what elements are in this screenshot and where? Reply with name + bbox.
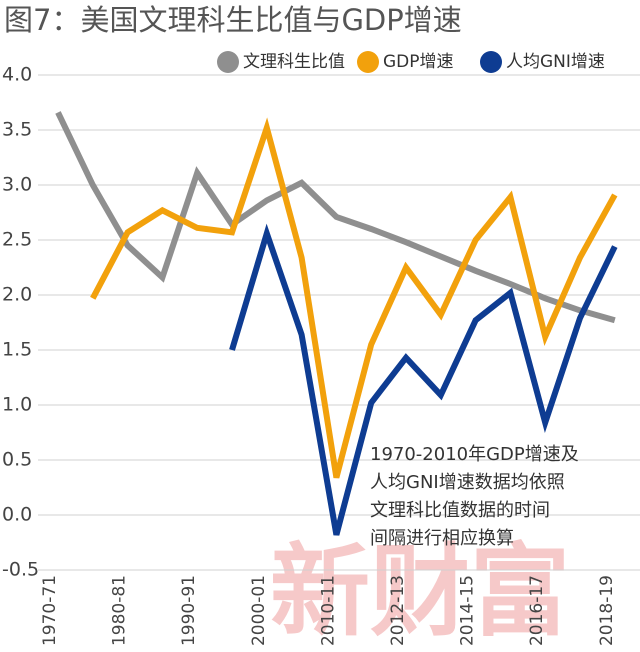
x-tick-label: 1990-91 [179,575,199,646]
x-tick-label: 2012-13 [388,575,408,646]
y-tick-label: 3.0 [2,174,32,196]
legend-marker [480,51,502,73]
x-tick-label: 2016-17 [527,575,547,646]
series-line [229,223,618,536]
y-tick-label: 4.0 [2,64,32,86]
legend-label: 文理科生比值 [243,52,345,72]
x-tick-label: 2000-01 [249,575,269,646]
chart-title: 图7：美国文理科生比值与GDP增速 [4,3,462,37]
y-tick-label: 1.0 [2,394,32,416]
legend-label: GDP增速 [383,52,454,72]
y-tick-label: 0.0 [2,504,32,526]
legend-label: 人均GNI增速 [506,52,605,72]
series-line [90,117,618,479]
x-tick-label: 2018-19 [597,575,617,646]
annotation: 1970-2010年GDP增速及 [370,444,579,465]
x-tick-label: 2014-15 [458,575,478,646]
x-tick-label: 1970-71 [40,575,60,646]
y-tick-label: 3.5 [2,119,32,141]
annotation: 人均GNI增速数据均依照 [370,472,565,493]
y-tick-label: 2.5 [2,229,32,251]
x-tick-label: 1980-81 [110,575,130,646]
y-tick-label: 0.5 [2,449,32,471]
watermark: 新财富 [270,532,570,650]
series-line [55,111,616,324]
legend-marker [357,51,379,73]
y-tick-label: 1.5 [2,339,32,361]
x-tick-label: 2010-11 [318,575,338,646]
annotation: 间隔进行相应换算 [370,528,514,549]
y-tick-label: -0.5 [2,559,39,581]
annotation: 文理科比值数据的时间 [370,500,550,521]
legend-marker [217,51,239,73]
y-tick-label: 2.0 [2,284,32,306]
